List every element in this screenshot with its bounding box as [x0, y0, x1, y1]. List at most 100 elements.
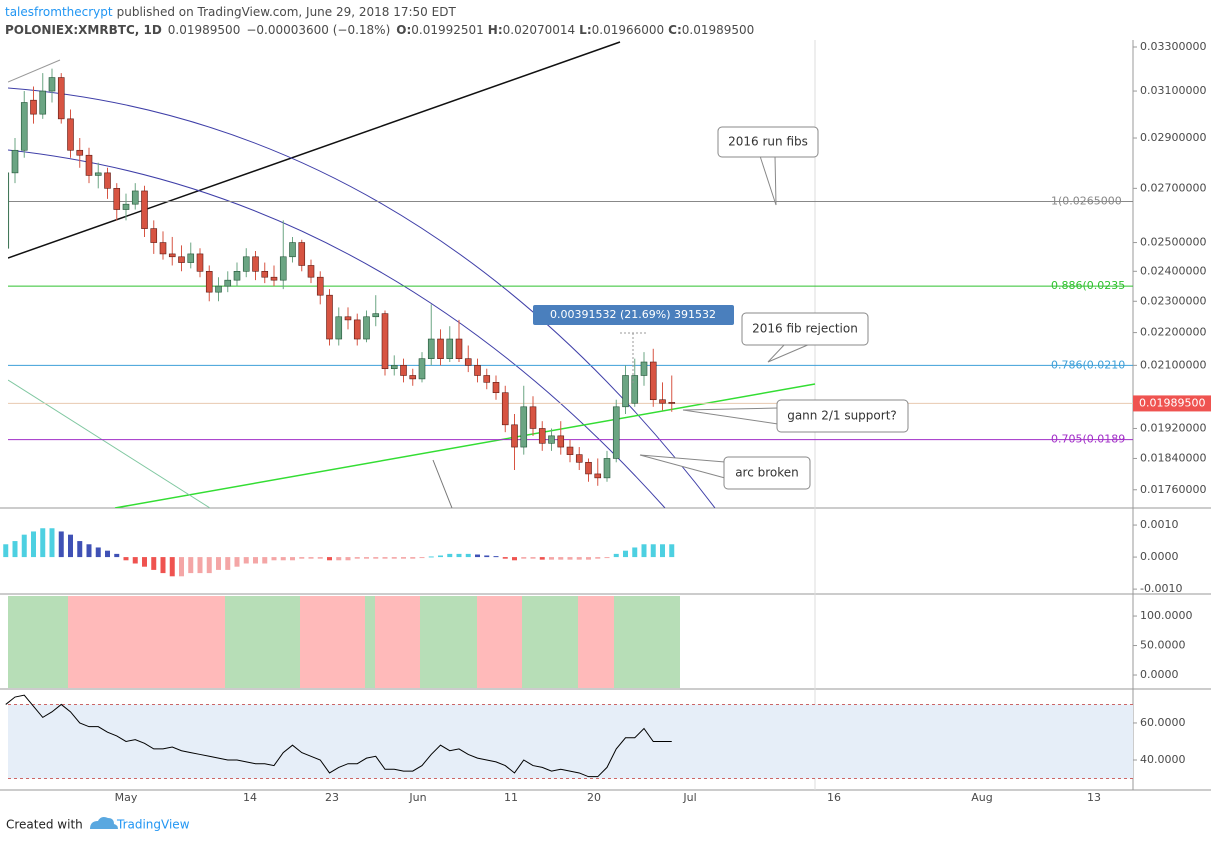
- histogram-bar: [456, 553, 462, 558]
- trend-band: [8, 596, 68, 688]
- histogram-bar: [512, 557, 517, 561]
- candle-body: [455, 338, 463, 359]
- ohlc-value: 0.01966000: [592, 23, 665, 37]
- histogram-bar: [253, 557, 258, 564]
- candle-body: [57, 77, 65, 120]
- candle-body: [11, 149, 19, 174]
- histogram-bar: [243, 557, 249, 564]
- histogram-bar: [21, 534, 27, 558]
- candle-body: [372, 313, 380, 318]
- y-tick-label: -0.0010: [1140, 582, 1182, 595]
- candle-body: [437, 338, 444, 359]
- band-fill: [8, 704, 1133, 779]
- histogram-bar: [308, 557, 314, 559]
- histogram-bar: [3, 544, 9, 558]
- histogram-bar: [216, 557, 221, 570]
- histogram-bar: [58, 531, 64, 558]
- histogram-bar: [502, 557, 508, 559]
- trend-band: [300, 596, 365, 688]
- gann-line: [114, 383, 816, 508]
- histogram-bar: [206, 557, 212, 574]
- ohlc-value: 0.02070014: [503, 23, 576, 37]
- published: published on TradingView.com, June 29, 2…: [117, 5, 457, 19]
- histogram-bar: [669, 544, 675, 558]
- histogram-bar: [373, 557, 379, 559]
- price-pane: 1(0.0265000 0.886(0.0235 0.786(0.0210 0.705…: [8, 41, 1133, 508]
- y-tick-label: 0.03100000: [1140, 84, 1206, 97]
- callout: [741, 312, 869, 346]
- candle-body: [631, 375, 639, 404]
- x-tick-label: May: [115, 791, 138, 804]
- trend-band: [375, 596, 420, 688]
- candle-body: [196, 253, 204, 272]
- histogram-bar: [132, 557, 138, 564]
- histogram-bar: [299, 557, 305, 559]
- trend-band: [420, 596, 477, 688]
- ohlc-value: 0.01992501: [411, 23, 484, 37]
- candle-body: [122, 203, 130, 210]
- y-tick-label: 0.03300000: [1140, 40, 1206, 53]
- candle-body: [67, 118, 74, 151]
- candle-body: [168, 253, 176, 258]
- candle-body: [8, 172, 10, 249]
- histogram-bar: [650, 544, 656, 558]
- callout-text: gann 2/1 support?: [787, 409, 897, 423]
- histogram-bar: [391, 557, 397, 559]
- histogram-bar: [623, 550, 628, 558]
- trend-line: [432, 459, 453, 508]
- histogram-bar: [428, 556, 434, 558]
- callout: [723, 456, 811, 490]
- arc: [8, 149, 666, 508]
- candle-body: [307, 265, 315, 278]
- x-tick-label: 23: [325, 791, 339, 804]
- histogram-bar: [336, 557, 342, 561]
- author[interactable]: talesfromthecrypt: [5, 5, 113, 19]
- candle-body: [603, 458, 611, 479]
- trend-band: [365, 596, 375, 688]
- y-tick-label: 0.0000: [1140, 550, 1179, 563]
- candle-body: [566, 446, 574, 455]
- histogram-bar: [49, 528, 55, 558]
- histogram-bar: [77, 541, 83, 558]
- y-tick-label: 50.0000: [1140, 639, 1186, 652]
- marks: 0.03300000 0.03100000 0.02900000 0.02700000…: [3, 40, 1211, 804]
- symbol: POLONIEX:XMRBTC, 1D: [5, 23, 162, 37]
- ohlc-key: H:: [488, 23, 503, 37]
- histogram-bar: [521, 557, 527, 559]
- brand-link[interactable]: TradingView: [116, 818, 190, 832]
- candle-body: [474, 365, 481, 376]
- ohlc-key: O:: [396, 23, 411, 37]
- trend-line: [8, 59, 61, 83]
- candle-body: [446, 338, 454, 359]
- candle-body: [30, 99, 37, 115]
- candle-body: [104, 172, 111, 189]
- candle-body: [131, 190, 139, 205]
- candle-body: [612, 406, 620, 459]
- candle-body: [548, 435, 555, 444]
- y-tick-label: 0.02500000: [1140, 236, 1206, 249]
- histogram-bar: [401, 557, 406, 559]
- histogram-bar: [290, 557, 295, 561]
- trend-line: [8, 379, 211, 508]
- candle-body: [252, 256, 259, 272]
- histogram-bar: [327, 557, 332, 561]
- y-tick-label: 0.02400000: [1140, 264, 1206, 277]
- histogram-bar: [95, 547, 101, 558]
- candle-body: [316, 276, 324, 296]
- callout: [717, 126, 819, 158]
- candle-body: [298, 242, 306, 266]
- trend-band: [68, 596, 225, 688]
- histogram-bar: [586, 557, 591, 560]
- candle-body: [520, 406, 528, 448]
- histogram-bar: [604, 557, 610, 559]
- fib-label: 1(0.0265000: [1051, 195, 1122, 208]
- candle-body: [427, 338, 435, 359]
- candle-body: [390, 365, 398, 370]
- candle-body: [501, 392, 509, 426]
- trend-band: [614, 596, 680, 688]
- histogram-bar: [317, 557, 323, 559]
- ohlc-key: C:: [668, 23, 682, 37]
- candle-body: [224, 279, 232, 287]
- trend-band: [522, 596, 578, 688]
